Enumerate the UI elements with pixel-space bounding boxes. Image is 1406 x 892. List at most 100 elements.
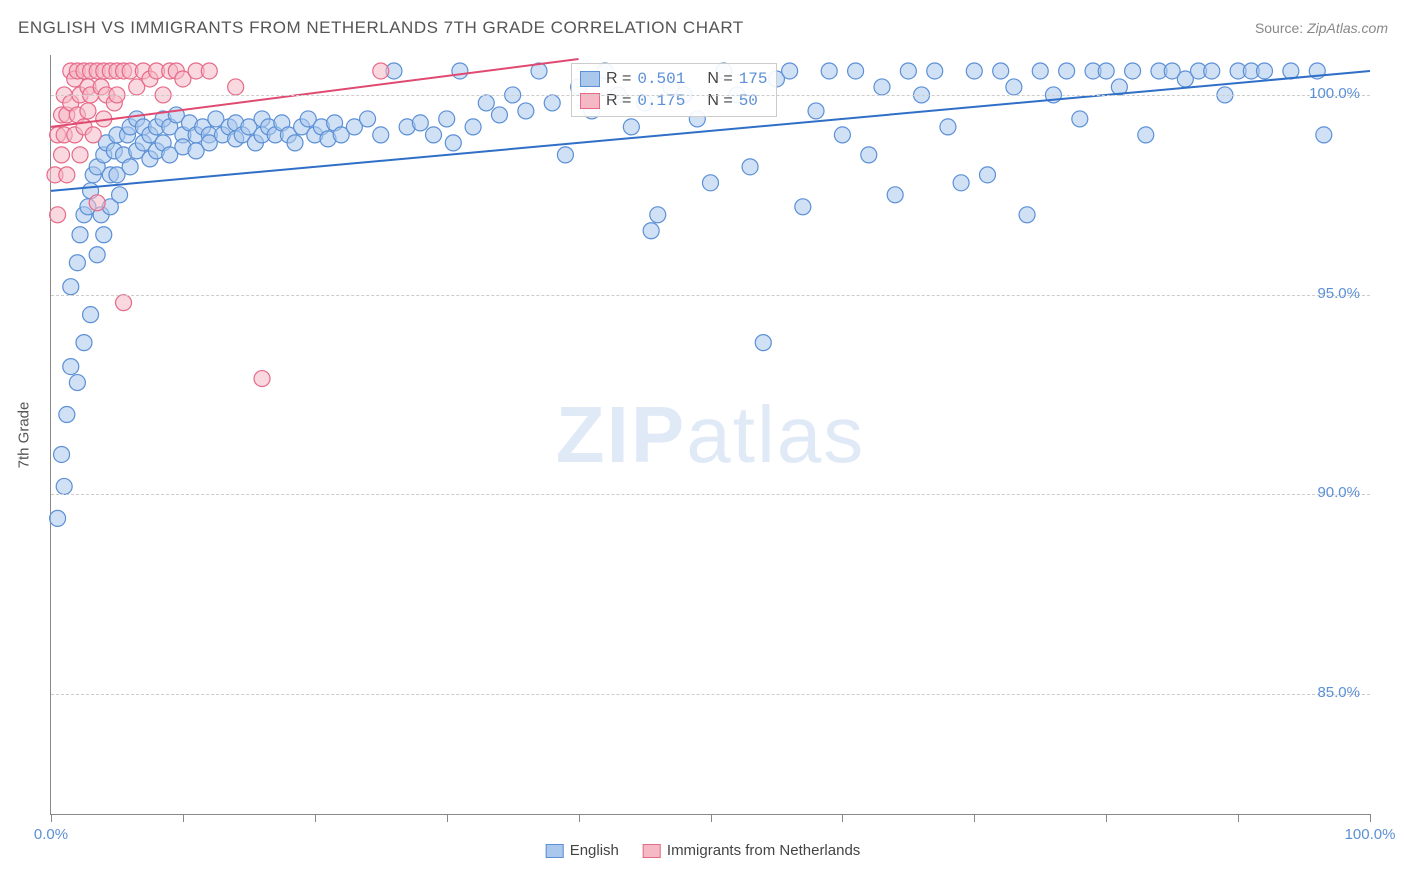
data-point [953,175,969,191]
data-point [1283,63,1299,79]
data-point [72,147,88,163]
data-point [122,159,138,175]
n-label: N = [707,70,732,88]
data-point [69,255,85,271]
title-row: ENGLISH VS IMMIGRANTS FROM NETHERLANDS 7… [18,18,1388,38]
data-point [373,127,389,143]
data-point [742,159,758,175]
gridline [51,95,1370,96]
data-point [1059,63,1075,79]
data-point [544,95,560,111]
data-point [76,335,92,351]
data-point [50,510,66,526]
data-point [112,187,128,203]
data-point [1072,111,1088,127]
data-point [1316,127,1332,143]
x-tick-label: 100.0% [1345,826,1396,843]
x-tick [51,814,52,822]
data-point [54,446,70,462]
data-point [373,63,389,79]
data-point [59,167,75,183]
data-point [412,115,428,131]
data-point [85,127,101,143]
data-point [287,135,303,151]
data-point [452,63,468,79]
data-point [1098,63,1114,79]
data-point [89,195,105,211]
source-attribution: Source: ZipAtlas.com [1255,20,1388,36]
data-point [63,359,79,375]
data-point [993,63,1009,79]
data-point [360,111,376,127]
data-point [1006,79,1022,95]
data-point [1019,207,1035,223]
data-point [116,295,132,311]
gridline [51,295,1370,296]
data-point [1138,127,1154,143]
x-tick [842,814,843,822]
legend-label: Immigrants from Netherlands [667,842,860,859]
data-point [979,167,995,183]
data-point [518,103,534,119]
data-point [72,227,88,243]
x-tick [711,814,712,822]
x-tick [579,814,580,822]
data-point [782,63,798,79]
data-point [874,79,890,95]
n-value: 175 [739,70,768,88]
r-value: 0.501 [637,70,685,88]
data-point [491,107,507,123]
y-tick-label: 85.0% [1317,684,1360,701]
chart-title: ENGLISH VS IMMIGRANTS FROM NETHERLANDS 7… [18,18,744,38]
data-point [900,63,916,79]
bottom-legend: English Immigrants from Netherlands [546,840,861,861]
data-point [465,119,481,135]
chart-container: ENGLISH VS IMMIGRANTS FROM NETHERLANDS 7… [0,0,1406,892]
plot-svg [51,55,1370,814]
data-point [623,119,639,135]
r-label: R = [606,70,631,88]
data-point [940,119,956,135]
data-point [96,227,112,243]
legend-swatch [643,844,661,858]
plot-area: ZIPatlas R = 0.501N = 175R = 0.175N = 50… [50,55,1370,815]
x-tick [1238,814,1239,822]
y-axis-title: 7th Grade [16,402,33,469]
x-tick-label: 0.0% [34,826,68,843]
data-point [795,199,811,215]
data-point [887,187,903,203]
data-point [834,127,850,143]
data-point [63,279,79,295]
data-point [56,478,72,494]
data-point [861,147,877,163]
data-point [439,111,455,127]
data-point [1256,63,1272,79]
y-tick-label: 100.0% [1309,85,1360,102]
data-point [848,63,864,79]
gridline [51,694,1370,695]
data-point [557,147,573,163]
stats-legend: R = 0.501 N = 175 R = 0.175N = 50 [571,63,777,117]
stats-legend-row: R = 0.175N = 50 [580,90,768,112]
data-point [1032,63,1048,79]
data-point [643,223,659,239]
data-point [59,407,75,423]
data-point [54,147,70,163]
y-tick-label: 90.0% [1317,484,1360,501]
x-tick [1370,814,1371,822]
data-point [50,207,66,223]
stats-legend-row: R = 0.501 N = 175 [580,68,768,90]
data-point [478,95,494,111]
data-point [80,103,96,119]
data-point [1204,63,1220,79]
bottom-legend-item: Immigrants from Netherlands [643,840,860,861]
x-tick [447,814,448,822]
data-point [426,127,442,143]
legend-label: English [570,842,619,859]
data-point [201,63,217,79]
data-point [703,175,719,191]
data-point [228,79,244,95]
data-point [83,307,99,323]
data-point [650,207,666,223]
data-point [445,135,461,151]
